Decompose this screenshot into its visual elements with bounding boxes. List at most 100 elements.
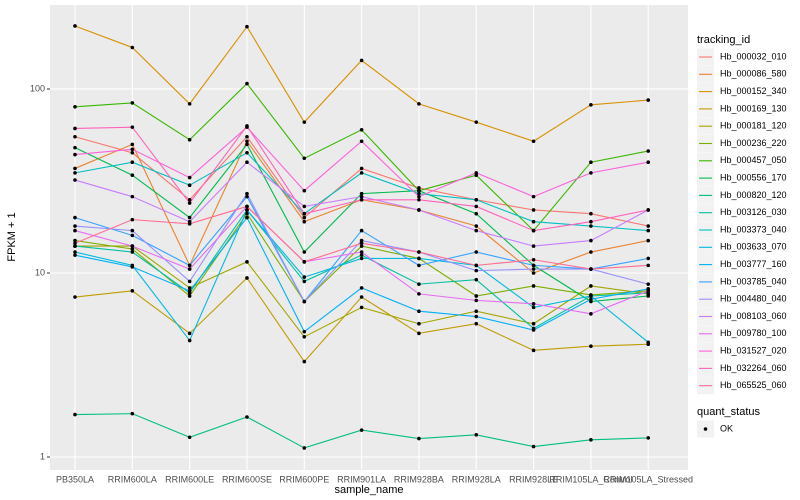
legend-label: Hb_000152_340 xyxy=(720,86,787,96)
data-point xyxy=(359,139,364,144)
data-point xyxy=(302,215,307,220)
data-point xyxy=(73,134,77,139)
data-point xyxy=(646,436,651,440)
data-point xyxy=(417,250,421,254)
data-point xyxy=(187,222,192,226)
data-point xyxy=(359,194,364,199)
data-point xyxy=(417,309,421,313)
data-point xyxy=(474,211,479,216)
data-point xyxy=(589,312,593,316)
y-tick-label: 10 xyxy=(35,267,45,277)
data-point xyxy=(589,297,593,302)
data-point xyxy=(245,191,249,196)
data-point xyxy=(646,256,651,261)
data-point xyxy=(245,139,249,144)
data-point xyxy=(589,294,593,298)
data-point xyxy=(245,24,249,29)
data-point xyxy=(417,331,421,336)
data-point xyxy=(245,276,249,280)
x-tick-label: RRIM105LA_Stressed xyxy=(603,474,693,484)
data-point xyxy=(302,446,307,450)
legend-label: Hb_003785_040 xyxy=(720,276,787,286)
data-point xyxy=(73,152,77,157)
data-point xyxy=(417,186,421,190)
data-point xyxy=(73,24,77,28)
data-point xyxy=(302,359,307,364)
legend-label: Hb_032264_060 xyxy=(720,363,787,373)
data-point xyxy=(187,267,192,271)
legend-swatch xyxy=(703,427,708,431)
legend-label: Hb_000556_170 xyxy=(720,172,787,182)
data-point xyxy=(474,277,479,282)
data-point xyxy=(474,433,479,437)
data-point xyxy=(589,267,593,271)
data-point xyxy=(245,260,249,264)
x-tick-label: RRIM928BA xyxy=(394,474,444,484)
data-point xyxy=(73,228,77,233)
data-point xyxy=(474,250,479,254)
x-tick-label: RRIM928LA xyxy=(452,474,501,484)
data-point xyxy=(302,335,307,339)
data-point xyxy=(531,348,536,353)
data-point xyxy=(531,267,536,271)
data-point xyxy=(531,284,536,288)
legend-label: Hb_003633_070 xyxy=(720,242,787,252)
legend-label: Hb_000181_120 xyxy=(720,121,787,131)
data-point xyxy=(589,171,593,175)
y-tick-label: 100 xyxy=(30,83,45,93)
data-point xyxy=(73,295,77,299)
data-point xyxy=(474,228,479,233)
data-point xyxy=(187,215,192,220)
data-point xyxy=(589,224,593,228)
data-point xyxy=(187,435,192,440)
data-point xyxy=(73,171,77,175)
data-point xyxy=(302,188,307,193)
data-point xyxy=(130,194,135,199)
legend-title: tracking_id xyxy=(697,34,750,46)
data-point xyxy=(302,250,307,254)
data-point xyxy=(187,197,192,202)
panel xyxy=(50,5,688,470)
y-axis-title: FPKM + 1 xyxy=(6,212,18,261)
data-point xyxy=(245,124,249,128)
data-point xyxy=(474,171,479,175)
data-point xyxy=(646,224,651,228)
data-point xyxy=(245,204,249,209)
data-point xyxy=(646,208,651,212)
data-point xyxy=(302,211,307,216)
data-point xyxy=(589,438,593,442)
data-point xyxy=(359,166,364,171)
data-point xyxy=(245,81,249,86)
data-point xyxy=(187,102,192,106)
data-point xyxy=(474,309,479,313)
data-point xyxy=(130,45,135,50)
data-point xyxy=(531,194,536,199)
data-point xyxy=(589,219,593,224)
data-point xyxy=(302,156,307,161)
data-point xyxy=(589,344,593,349)
data-point xyxy=(589,211,593,216)
data-point xyxy=(417,321,421,326)
data-point xyxy=(73,241,77,246)
data-point xyxy=(73,224,77,228)
data-point xyxy=(531,271,536,275)
data-point xyxy=(245,194,249,199)
data-point xyxy=(531,302,536,306)
data-point xyxy=(417,102,421,106)
data-point xyxy=(646,149,651,153)
data-point xyxy=(245,134,249,139)
data-point xyxy=(245,142,249,147)
data-point xyxy=(130,150,135,155)
legend-label: Hb_000086_580 xyxy=(720,69,787,79)
data-point xyxy=(531,228,536,233)
data-point xyxy=(359,428,364,432)
data-point xyxy=(417,208,421,212)
data-point xyxy=(73,166,77,171)
data-point xyxy=(531,244,536,248)
x-tick-label: RRIM600LE xyxy=(165,474,214,484)
data-point xyxy=(474,314,479,319)
data-point xyxy=(73,412,77,417)
data-point xyxy=(187,286,192,290)
data-point xyxy=(474,197,479,202)
